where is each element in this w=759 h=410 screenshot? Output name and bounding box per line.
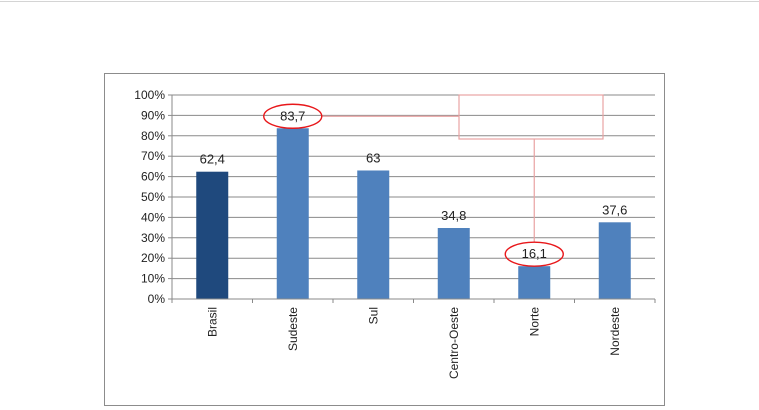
- bar-norte: [518, 266, 551, 299]
- data-label: 83,7: [280, 108, 305, 123]
- annotation-connectors: [321, 94, 604, 243]
- y-tick-label: 90%: [141, 108, 165, 122]
- y-tick-label: 80%: [141, 129, 165, 143]
- data-label: 16,1: [522, 246, 547, 261]
- y-tick-label: 40%: [141, 210, 165, 224]
- chart-frame: 0% 10% 20% 30% 40% 50% 60% 70% 80% 90% 100% 62,4 83…: [104, 73, 665, 406]
- y-tick-label: 30%: [141, 231, 165, 245]
- y-tick-label: 10%: [141, 272, 165, 286]
- bar-chart: 0% 10% 20% 30% 40% 50% 60% 70% 80% 90% 100% 62,4 83…: [134, 88, 656, 379]
- bar-sudeste: [276, 128, 309, 299]
- category-label: Centro-Oeste: [447, 307, 461, 379]
- annotation-circles: [263, 103, 564, 267]
- data-label: 34,8: [441, 208, 466, 223]
- gridlines: [172, 94, 655, 280]
- y-tick-label: 20%: [141, 251, 165, 265]
- callout-box: [458, 94, 604, 140]
- axes: [168, 94, 656, 303]
- data-label: 37,6: [602, 202, 627, 217]
- bar-brasil: [196, 171, 229, 299]
- bars: [196, 128, 631, 299]
- annotation-circle: [263, 103, 323, 129]
- category-label: Sudeste: [286, 307, 300, 351]
- annotation-circle: [504, 241, 564, 267]
- data-label: 62,4: [200, 152, 225, 167]
- data-labels: 62,4 83,7 63 34,8 16,1 37,6: [200, 108, 628, 261]
- y-tick-label: 100%: [134, 88, 165, 102]
- bar-sul: [357, 170, 390, 299]
- bar-centro-oeste: [437, 228, 470, 299]
- category-label: Brasil: [205, 307, 219, 337]
- page-top-rule: [0, 1, 759, 2]
- y-axis-tick-labels: 0% 10% 20% 30% 40% 50% 60% 70% 80% 90% 100%: [134, 88, 165, 306]
- data-label: 63: [366, 150, 380, 165]
- category-label: Nordeste: [608, 307, 622, 356]
- y-tick-label: 70%: [141, 149, 165, 163]
- category-label: Sul: [366, 307, 380, 324]
- y-tick-label: 50%: [141, 190, 165, 204]
- category-label: Norte: [527, 307, 541, 337]
- y-tick-label: 60%: [141, 170, 165, 184]
- category-labels: Brasil Sudeste Sul Centro-Oeste Norte Nordest…: [205, 307, 622, 379]
- y-tick-label: 0%: [148, 292, 166, 306]
- bar-nordeste: [598, 222, 631, 299]
